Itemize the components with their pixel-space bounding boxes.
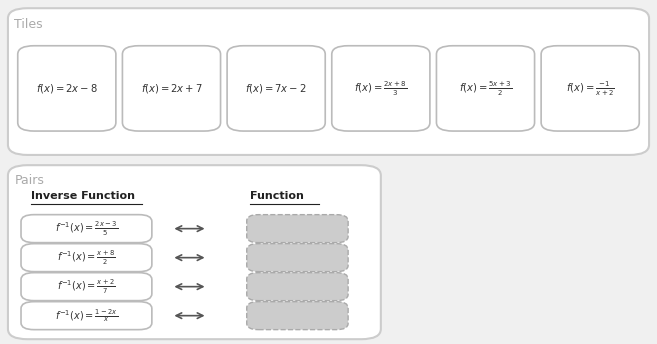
Text: Tiles: Tiles	[14, 19, 43, 31]
FancyBboxPatch shape	[21, 244, 152, 272]
Text: $f(x) = 2x + 7$: $f(x) = 2x + 7$	[141, 82, 202, 95]
FancyBboxPatch shape	[227, 46, 325, 131]
Text: $f^{-1}(x) = \frac{x+8}{2}$: $f^{-1}(x) = \frac{x+8}{2}$	[57, 248, 116, 267]
FancyBboxPatch shape	[332, 46, 430, 131]
FancyBboxPatch shape	[8, 8, 649, 155]
FancyBboxPatch shape	[541, 46, 639, 131]
Text: Pairs: Pairs	[14, 174, 45, 187]
FancyBboxPatch shape	[8, 165, 381, 339]
FancyBboxPatch shape	[21, 215, 152, 243]
Text: Inverse Function: Inverse Function	[31, 191, 135, 201]
Text: $f(x) = \frac{5x+3}{2}$: $f(x) = \frac{5x+3}{2}$	[459, 79, 512, 98]
FancyBboxPatch shape	[247, 244, 348, 272]
Text: $f(x) = 2x - 8$: $f(x) = 2x - 8$	[36, 82, 98, 95]
Text: $f^{-1}(x) = \frac{1-2x}{x}$: $f^{-1}(x) = \frac{1-2x}{x}$	[55, 307, 118, 324]
Text: $f(x) = \frac{2x+8}{3}$: $f(x) = \frac{2x+8}{3}$	[354, 79, 407, 98]
Text: Function: Function	[250, 191, 304, 201]
FancyBboxPatch shape	[247, 215, 348, 243]
FancyBboxPatch shape	[247, 273, 348, 301]
FancyBboxPatch shape	[21, 302, 152, 330]
FancyBboxPatch shape	[18, 46, 116, 131]
FancyBboxPatch shape	[21, 273, 152, 301]
FancyBboxPatch shape	[122, 46, 221, 131]
Text: $f^{-1}(x) = \frac{2x-3}{5}$: $f^{-1}(x) = \frac{2x-3}{5}$	[55, 219, 118, 238]
Text: $f^{-1}(x) = \frac{x+2}{7}$: $f^{-1}(x) = \frac{x+2}{7}$	[57, 278, 116, 296]
Text: $f(x) = \frac{-1}{x+2}$: $f(x) = \frac{-1}{x+2}$	[566, 79, 614, 98]
FancyBboxPatch shape	[247, 302, 348, 330]
FancyBboxPatch shape	[436, 46, 535, 131]
Text: $f(x) = 7x - 2$: $f(x) = 7x - 2$	[246, 82, 307, 95]
